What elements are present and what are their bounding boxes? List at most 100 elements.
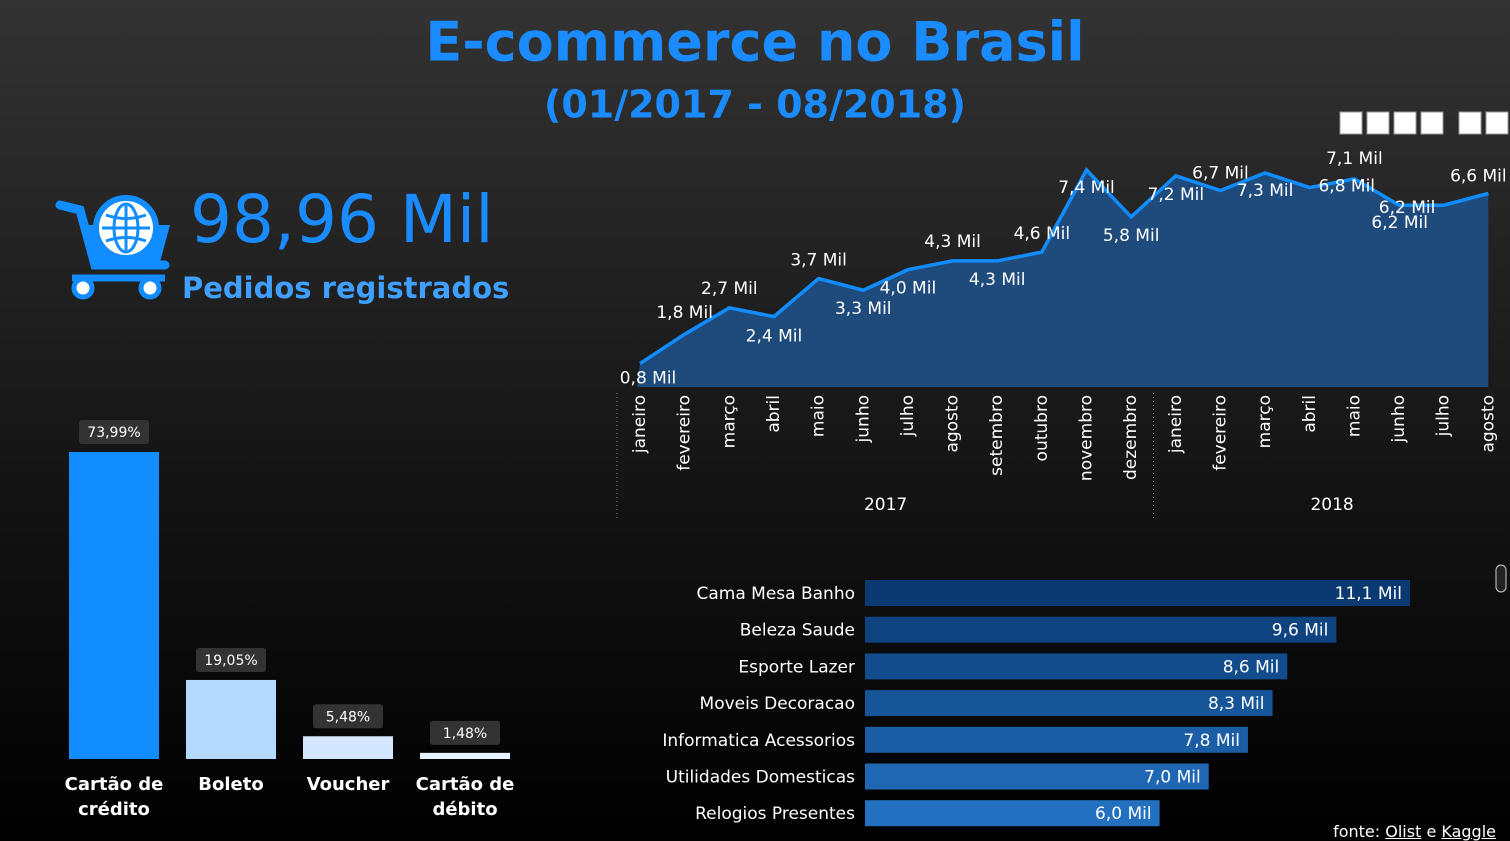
data-label: 7,8 Mil (1183, 731, 1240, 751)
x-tick-label: junho (1389, 395, 1409, 443)
data-label: 4,3 Mil (924, 232, 981, 252)
toolbar-button[interactable] (1458, 111, 1482, 135)
x-tick-label: agosto (943, 395, 963, 453)
y-tick-label: Moveis Decoracao (700, 694, 855, 714)
bar (69, 452, 159, 759)
data-label-box (313, 704, 383, 729)
x-tick-label: fevereiro (1210, 395, 1230, 471)
toolbar (1339, 111, 1509, 135)
data-label: 1,8 Mil (656, 303, 713, 323)
x-tick-label: junho (853, 395, 873, 443)
x-tick-label: dezembro (1121, 395, 1141, 480)
kpi-value: 98,96 Mil (190, 181, 494, 258)
bar (865, 616, 1337, 643)
y-tick-label: Relogios Presentes (695, 804, 855, 824)
data-label: 7,0 Mil (1144, 768, 1201, 788)
data-label: 6,6 Mil (1450, 166, 1507, 186)
data-label: 7,2 Mil (1148, 185, 1205, 205)
x-tick-label: janeiro (1166, 395, 1186, 454)
data-label: 1,48% (443, 726, 487, 742)
group-label: 2017 (864, 495, 907, 515)
bar (865, 726, 1248, 753)
data-label: 2,4 Mil (746, 327, 803, 347)
bar (865, 653, 1288, 680)
group-label: 2018 (1310, 495, 1353, 515)
x-tick-label: outubro (1032, 395, 1052, 461)
cart-icon (55, 195, 170, 300)
y-tick-label: Esporte Lazer (738, 657, 855, 677)
x-tick-label: fevereiro (675, 395, 695, 471)
footer: fonte: Olist e Kaggle (1333, 822, 1496, 841)
x-tick-label: Cartão de débito (415, 774, 515, 820)
data-label: 3,7 Mil (790, 251, 847, 271)
toolbar-button[interactable] (1339, 111, 1363, 135)
x-tick-label: Cartão de crédito (64, 774, 164, 820)
data-label: 11,1 Mil (1335, 584, 1402, 604)
x-tick-label: abril (764, 395, 784, 433)
data-label: 6,8 Mil (1318, 177, 1375, 197)
x-tick-label: Voucher (306, 774, 390, 795)
data-label: 8,6 Mil (1223, 657, 1280, 677)
title: E-commerce no Brasil (425, 11, 1084, 74)
x-tick-label: janeiro (630, 395, 650, 454)
data-label: 5,48% (326, 709, 370, 725)
data-label: 7,1 Mil (1326, 149, 1383, 169)
subtitle: (01/2017 - 08/2018) (544, 83, 966, 127)
x-tick-label: julho (898, 395, 918, 437)
footer-joiner: e (1426, 822, 1437, 841)
data-label: 7,3 Mil (1237, 181, 1294, 201)
x-tick-label: agosto (1478, 395, 1498, 453)
y-tick-label: Beleza Saude (740, 621, 855, 641)
y-tick-label: Cama Mesa Banho (696, 584, 855, 604)
y-tick-label: Informatica Acessorios (662, 731, 855, 751)
data-label: 4,6 Mil (1014, 224, 1071, 244)
data-label: 2,7 Mil (701, 279, 758, 299)
area (637, 170, 1489, 387)
data-label: 73,99% (87, 425, 140, 441)
data-label-box (79, 420, 149, 444)
x-tick-label: março (719, 395, 739, 448)
toolbar-button[interactable] (1393, 111, 1417, 135)
toolbar-button[interactable] (1420, 111, 1444, 135)
data-label: 6,7 Mil (1192, 164, 1249, 184)
bar (420, 752, 510, 759)
data-label: 7,4 Mil (1058, 178, 1115, 198)
link[interactable]: Olist (1385, 822, 1422, 841)
data-label: 19,05% (204, 653, 257, 669)
link[interactable]: Kaggle (1441, 822, 1496, 841)
data-label-box (430, 720, 500, 745)
x-tick-label: julho (1434, 395, 1454, 437)
scrollbar[interactable] (1495, 564, 1507, 593)
data-label-box (196, 647, 266, 672)
data-label: 6,2 Mil (1371, 213, 1428, 233)
bar (186, 679, 276, 759)
data-label: 8,3 Mil (1208, 694, 1265, 714)
bar (865, 690, 1273, 717)
x-tick-label: maio (1344, 395, 1364, 437)
x-tick-label: abril (1300, 395, 1320, 433)
x-tick-label: maio (809, 395, 829, 437)
line (639, 167, 1489, 366)
x-tick-label: novembro (1077, 395, 1097, 481)
footer-prefix: fonte: (1333, 822, 1381, 841)
data-label: 6,2 Mil (1379, 198, 1436, 218)
bar (865, 800, 1160, 827)
toolbar-button[interactable] (1366, 111, 1390, 135)
data-label: 5,8 Mil (1103, 226, 1160, 246)
x-tick-label: março (1255, 395, 1275, 448)
x-tick-label: Boleto (198, 774, 264, 795)
kpi-label: Pedidos registrados (182, 271, 509, 305)
bar (865, 580, 1410, 606)
y-tick-label: Utilidades Domesticas (666, 768, 856, 788)
data-label: 0,8 Mil (620, 369, 677, 389)
toolbar-button[interactable] (1485, 111, 1509, 135)
data-label: 3,3 Mil (835, 299, 892, 319)
data-label: 4,3 Mil (969, 270, 1026, 290)
x-tick-label: setembro (987, 395, 1007, 476)
data-label: 6,0 Mil (1095, 804, 1152, 824)
data-label: 4,0 Mil (880, 279, 937, 299)
bar (865, 763, 1209, 790)
data-label: 9,6 Mil (1272, 621, 1329, 641)
